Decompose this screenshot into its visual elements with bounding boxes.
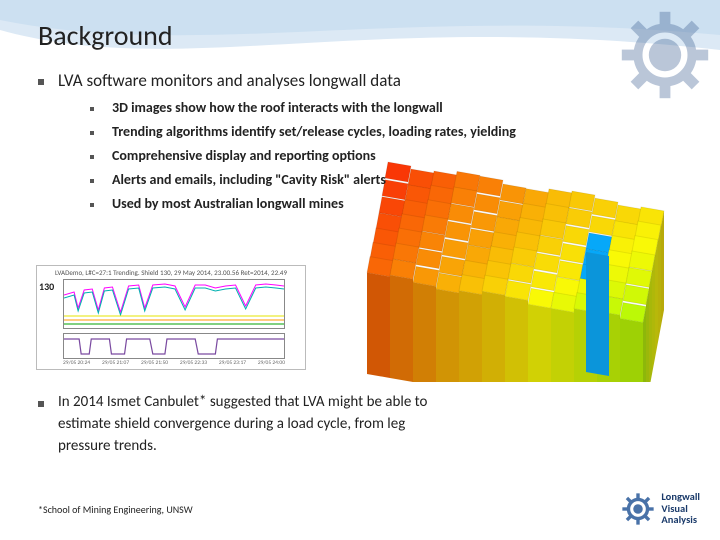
second-bullet: In 2014 Ismet Canbulet* suggested that L… <box>38 392 438 465</box>
bullet-l2-text: Trending algorithms identify set/release… <box>112 123 516 140</box>
bullet-l2: Comprehensive display and reporting opti… <box>90 147 516 164</box>
bullet-icon <box>38 401 44 407</box>
chart-title: LVADemo, L#C=27:1 Trending. Shield 130, … <box>37 266 305 279</box>
chart-lower-panel <box>63 333 285 359</box>
slide-title: Background <box>38 18 173 53</box>
bullet-icon <box>90 179 94 183</box>
bullet-l1: LVA software monitors and analyses longw… <box>38 70 516 91</box>
bg-gear-icon <box>620 10 710 100</box>
bullet-l1: In 2014 Ismet Canbulet* suggested that L… <box>38 392 438 457</box>
bullet-l2-text: Comprehensive display and reporting opti… <box>112 147 376 164</box>
chart-upper-panel <box>63 279 285 329</box>
bullet-icon <box>90 155 94 159</box>
chart-xaxis: 29/05 20:2429/05 21:0729/05 21:5029/05 2… <box>63 360 285 366</box>
bullet-l2: Alerts and emails, including "Cavity Ris… <box>90 171 516 188</box>
bullet-icon <box>90 131 94 135</box>
bullet-l1-text: LVA software monitors and analyses longw… <box>58 70 401 91</box>
bullet-icon <box>38 79 44 85</box>
chart-y-big-label: 130 <box>39 280 54 293</box>
bullet-icon <box>90 203 94 207</box>
logo-gear-icon <box>621 492 655 526</box>
logo: Longwall Visual Analysis <box>621 491 700 526</box>
bullet-l2: Trending algorithms identify set/release… <box>90 123 516 140</box>
logo-text: Longwall Visual Analysis <box>661 491 700 526</box>
main-bullet-list: LVA software monitors and analyses longw… <box>38 70 516 219</box>
footnote: *School of Mining Engineering, UNSW <box>38 503 193 516</box>
bullet-l1-text: In 2014 Ismet Canbulet* suggested that L… <box>58 392 438 457</box>
logo-line3: Analysis <box>661 514 700 526</box>
bullet-l2: Used by most Australian longwall mines <box>90 195 516 212</box>
bullet-l2-text: Used by most Australian longwall mines <box>112 195 344 212</box>
bullet-l2: 3D images show how the roof interacts wi… <box>90 99 516 116</box>
bullet-l2-text: Alerts and emails, including "Cavity Ris… <box>112 171 386 188</box>
trending-chart: LVADemo, L#C=27:1 Trending. Shield 130, … <box>36 265 306 370</box>
sub-bullets: 3D images show how the roof interacts wi… <box>90 99 516 212</box>
bullet-l2-text: 3D images show how the roof interacts wi… <box>112 99 443 116</box>
bullet-icon <box>90 107 94 111</box>
